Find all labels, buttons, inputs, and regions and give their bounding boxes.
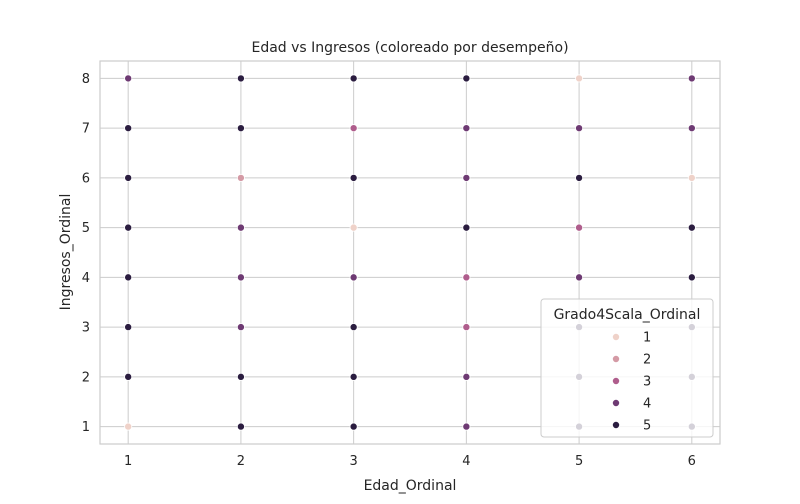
legend-entry-label: 1 <box>643 331 651 346</box>
y-tick-label: 8 <box>82 72 90 87</box>
legend-marker <box>612 376 621 385</box>
y-tick-label: 1 <box>82 420 90 435</box>
data-point <box>349 74 358 83</box>
data-point <box>462 273 471 282</box>
x-axis-label: Edad_Ordinal <box>364 478 457 494</box>
legend-marker <box>612 354 621 363</box>
data-point <box>349 124 358 133</box>
data-point <box>462 323 471 332</box>
x-tick-label: 5 <box>575 454 583 469</box>
legend-entry-label: 4 <box>643 397 651 412</box>
data-point <box>124 124 133 133</box>
data-point <box>575 124 584 133</box>
data-point <box>236 74 245 83</box>
data-point <box>349 323 358 332</box>
legend-box <box>540 298 714 438</box>
tick-labels: 1 2 3 4 5 6 1 2 3 4 5 6 7 8 <box>82 72 696 469</box>
legend: Grado4Scala_Ordinal 1 2 3 4 5 <box>540 298 714 438</box>
data-point <box>124 273 133 282</box>
data-point <box>575 173 584 182</box>
chart-title: Edad vs Ingresos (coloreado por desempeñ… <box>251 40 568 56</box>
data-point <box>236 223 245 232</box>
data-point <box>575 273 584 282</box>
legend-entry-label: 3 <box>643 375 651 390</box>
data-point <box>236 372 245 381</box>
y-tick-label: 2 <box>82 370 90 385</box>
legend-marker <box>612 332 621 341</box>
data-point <box>349 273 358 282</box>
y-tick-label: 5 <box>82 221 90 236</box>
data-point <box>687 124 696 133</box>
data-point <box>575 74 584 83</box>
data-point <box>236 422 245 431</box>
data-point <box>687 74 696 83</box>
data-point <box>349 173 358 182</box>
y-tick-label: 3 <box>82 321 90 336</box>
x-tick-label: 3 <box>349 454 357 469</box>
data-point <box>124 173 133 182</box>
data-point <box>462 74 471 83</box>
legend-entry-label: 2 <box>643 353 651 368</box>
data-point <box>462 173 471 182</box>
y-axis-label: Ingresos_Ordinal <box>58 194 74 311</box>
data-point <box>575 223 584 232</box>
x-tick-label: 1 <box>124 454 132 469</box>
data-point <box>462 223 471 232</box>
data-point <box>236 323 245 332</box>
x-tick-label: 4 <box>462 454 470 469</box>
data-point <box>349 223 358 232</box>
x-tick-label: 6 <box>688 454 696 469</box>
data-point <box>462 124 471 133</box>
data-point <box>236 124 245 133</box>
data-point <box>124 422 133 431</box>
y-tick-label: 6 <box>82 171 90 186</box>
legend-marker <box>612 398 621 407</box>
y-tick-label: 4 <box>82 271 90 286</box>
data-point <box>462 422 471 431</box>
data-point <box>349 422 358 431</box>
data-point <box>236 273 245 282</box>
legend-marker <box>612 420 621 429</box>
plot-frame <box>99 60 721 445</box>
x-tick-label: 2 <box>237 454 245 469</box>
data-point <box>687 223 696 232</box>
legend-title: Grado4Scala_Ordinal <box>554 307 701 323</box>
data-point <box>236 173 245 182</box>
data-point <box>687 273 696 282</box>
y-tick-label: 7 <box>82 122 90 137</box>
plot-border <box>99 60 721 445</box>
data-point <box>349 372 358 381</box>
legend-entry-label: 5 <box>643 419 651 434</box>
data-point <box>124 372 133 381</box>
data-point <box>687 173 696 182</box>
data-point <box>124 323 133 332</box>
data-point <box>124 223 133 232</box>
data-point <box>462 372 471 381</box>
data-point <box>124 74 133 83</box>
